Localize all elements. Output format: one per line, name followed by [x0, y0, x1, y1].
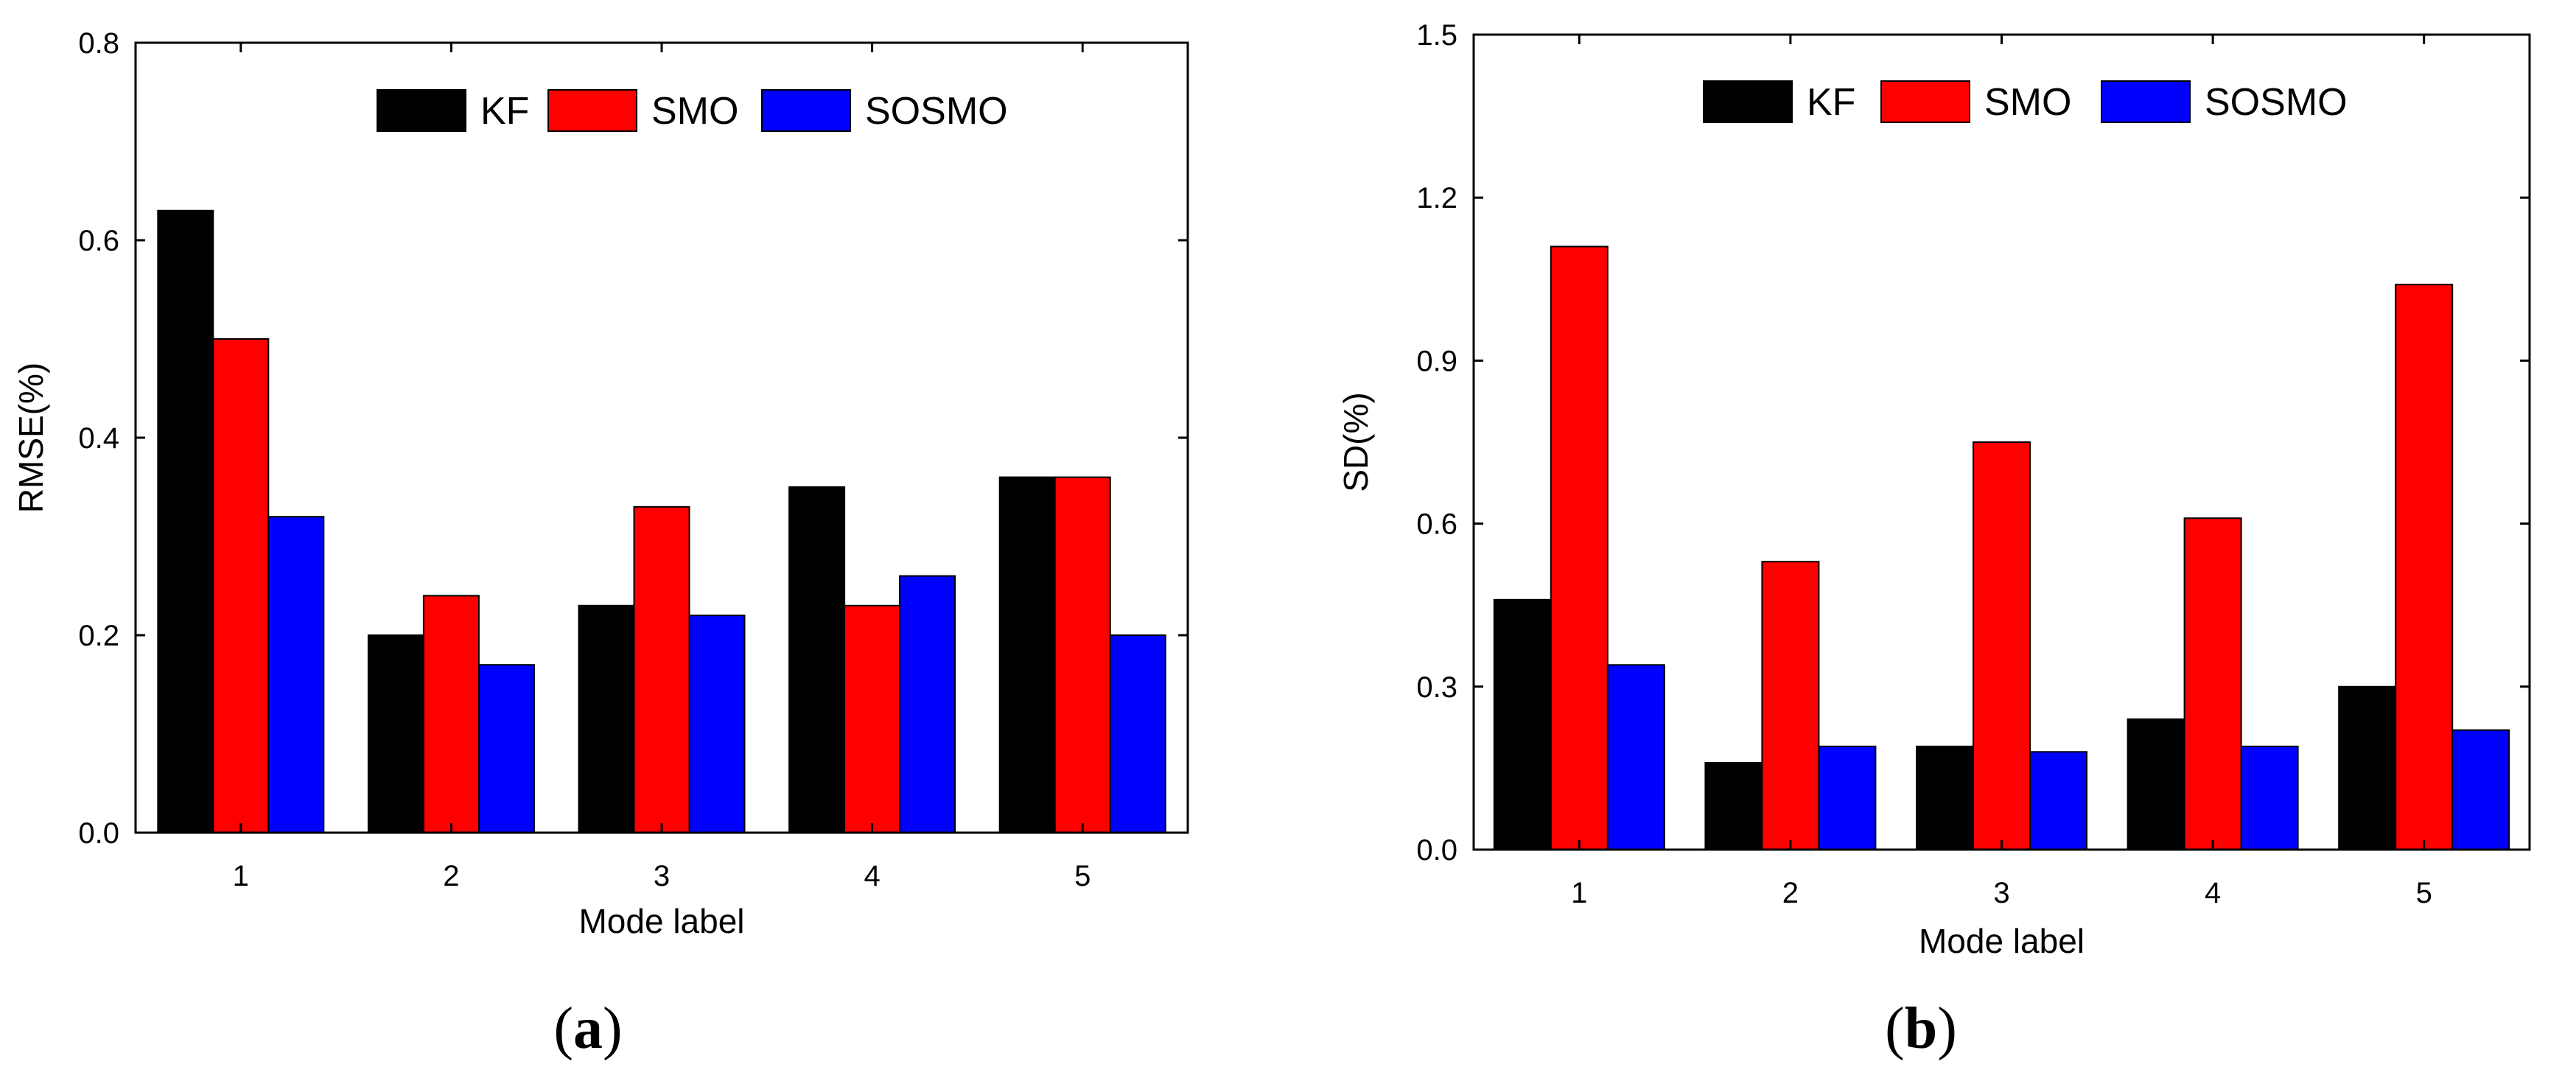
x-tick-label: 4	[864, 860, 880, 892]
x-axis-label: Mode label	[1919, 922, 2085, 960]
y-tick-label: 1.2	[1416, 182, 1457, 214]
panel-label-letter: a	[573, 996, 603, 1061]
panel-label: (a)	[553, 996, 622, 1061]
panel-label: (b)	[1885, 996, 1957, 1061]
bar-kf-1	[1493, 598, 1552, 850]
bar-sosmo-5	[1109, 634, 1166, 833]
x-tick-label: 1	[233, 860, 249, 892]
panel-label-close: )	[603, 996, 623, 1061]
legend-swatch-sosmo	[2101, 80, 2191, 123]
x-tick-label: 5	[2416, 877, 2432, 909]
legend-label-sosmo: SOSMO	[2205, 81, 2348, 124]
panel-label-letter: b	[1905, 996, 1938, 1061]
y-axis-label: SD(%)	[1337, 392, 1375, 491]
y-tick-label: 0.8	[78, 27, 119, 60]
bar-kf-2	[367, 634, 424, 833]
bar-sosmo-2	[1818, 745, 1877, 851]
y-tick-label: 0.2	[78, 620, 119, 652]
bar-sosmo-4	[2240, 745, 2299, 851]
bar-smo-1	[1550, 245, 1609, 850]
x-tick-label: 3	[654, 860, 670, 892]
y-tick-label: 1.5	[1416, 19, 1457, 52]
bar-smo-4	[844, 604, 901, 833]
bar-sosmo-3	[688, 615, 746, 833]
bar-smo-1	[212, 338, 270, 833]
legend-swatch-kf	[1703, 80, 1793, 123]
bar-smo-4	[2183, 517, 2242, 851]
chart-panel-a: 0.0 0.2 0.4 0.6 0.8 1 2 3 4 5 Mode label RMSE(%) KF S…	[12, 27, 1189, 1061]
legend-swatch-kf	[377, 89, 466, 132]
bar-kf-5	[998, 476, 1056, 833]
bar-sosmo-5	[2451, 729, 2510, 851]
legend-label-smo: SMO	[651, 90, 738, 133]
bar-sosmo-4	[899, 575, 956, 833]
bar-smo-3	[633, 505, 690, 833]
x-tick-label: 2	[1782, 877, 1799, 909]
x-tick-label: 2	[443, 860, 459, 892]
legend-label-kf: KF	[480, 90, 529, 133]
legend-label-smo: SMO	[1984, 81, 2071, 124]
legend-label-kf: KF	[1807, 81, 1855, 124]
y-tick-label: 0.6	[78, 225, 119, 257]
y-tick-label: 0.4	[78, 422, 119, 455]
legend-swatch-smo	[547, 89, 637, 132]
x-tick-label: 3	[1993, 877, 2009, 909]
bar-kf-3	[578, 604, 635, 833]
panel-label-close: )	[1937, 996, 1957, 1061]
y-tick-label: 0.0	[78, 817, 119, 850]
bar-kf-5	[2338, 685, 2397, 850]
y-tick-label: 0.6	[1416, 508, 1457, 541]
bar-smo-5	[2395, 284, 2454, 850]
bar-kf-4	[788, 486, 846, 833]
bar-sosmo-2	[477, 664, 535, 834]
panel-label-open: (	[1885, 996, 1905, 1061]
bar-kf-3	[1916, 745, 1974, 851]
bar-smo-5	[1054, 476, 1111, 833]
legend-label-sosmo: SOSMO	[865, 90, 1008, 133]
y-tick-label: 0.9	[1416, 345, 1457, 377]
bar-smo-3	[1973, 441, 2031, 850]
bar-sosmo-3	[2029, 751, 2087, 851]
bar-sosmo-1	[267, 516, 325, 833]
y-tick-label: 0.0	[1416, 834, 1457, 867]
bar-smo-2	[1761, 561, 1820, 850]
x-axis-label: Mode label	[578, 902, 744, 940]
x-tick-label: 5	[1074, 860, 1091, 892]
x-tick-label: 4	[2205, 877, 2221, 909]
bar-kf-1	[157, 209, 214, 833]
y-axis-label: RMSE(%)	[12, 363, 50, 513]
bar-kf-2	[1704, 762, 1763, 850]
chart-panel-b: 0.0 0.3 0.6 0.9 1.2 1.5 1 2 3 4 5 Mode label SD(%) KF…	[1337, 19, 2531, 1061]
legend-swatch-smo	[1880, 80, 1970, 123]
y-tick-label: 0.3	[1416, 671, 1457, 704]
bar-kf-4	[2127, 718, 2185, 850]
x-tick-label: 1	[1571, 877, 1587, 909]
panel-label-open: (	[553, 996, 573, 1061]
bar-smo-2	[422, 595, 480, 834]
bar-sosmo-1	[1606, 664, 1665, 850]
legend-swatch-sosmo	[761, 89, 851, 132]
